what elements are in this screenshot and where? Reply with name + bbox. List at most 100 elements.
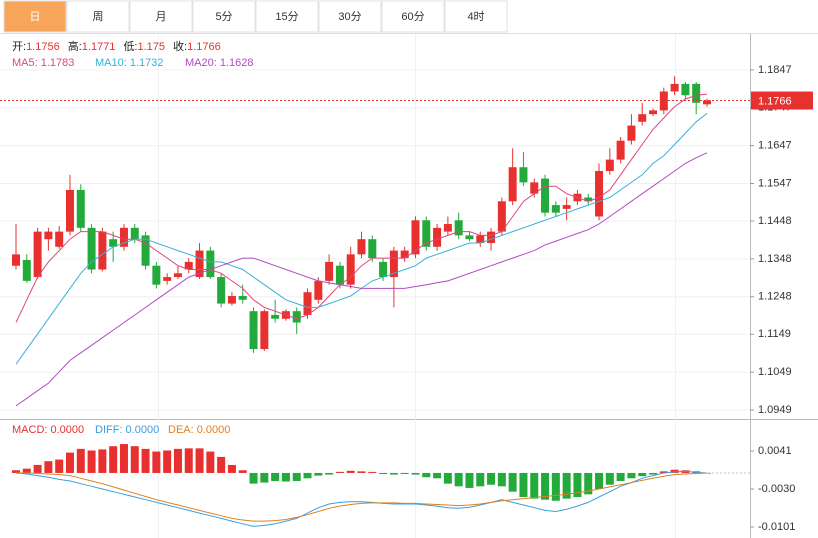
candle-body <box>389 250 398 278</box>
legend-entry: MACD: 0.0000 <box>12 424 84 436</box>
candle-body <box>400 250 409 259</box>
candle-body <box>530 182 539 194</box>
candle-body <box>692 83 701 103</box>
indicator-line <box>15 152 708 407</box>
macd-bar <box>33 464 42 473</box>
info-label: 开: <box>12 41 26 53</box>
macd-bar <box>530 472 539 499</box>
tab[interactable] <box>3 0 67 33</box>
y-tick-label: 0.0041 <box>758 445 792 457</box>
macd-bar <box>217 456 226 473</box>
info-value: 1.1756 <box>26 41 60 53</box>
candle-body <box>163 277 172 281</box>
macd-bar <box>141 448 150 473</box>
y-tick-label: -0.0030 <box>758 483 795 495</box>
macd-bar <box>400 472 409 475</box>
y-tick-label: 1.1348 <box>758 253 792 265</box>
y-tick-label: 1.1448 <box>758 215 792 227</box>
indicator-line <box>15 93 708 323</box>
candle-body <box>195 250 204 278</box>
tab-label[interactable]: 15分 <box>275 10 298 23</box>
candle-body <box>271 314 280 319</box>
macd-bar <box>649 472 658 475</box>
info-label: 高: <box>68 39 82 53</box>
macd-bar <box>605 472 614 485</box>
ohlc-info: 开:1.1756 高:1.1771 低:1.175 收:1.1766 <box>12 39 221 53</box>
candle-body <box>184 261 193 270</box>
candle-body <box>87 227 96 270</box>
candle-body <box>551 205 560 213</box>
tab[interactable] <box>381 0 445 33</box>
indicator-line <box>15 470 708 527</box>
candle-body <box>422 220 431 247</box>
candle-body <box>519 167 528 183</box>
macd-bar <box>76 448 85 473</box>
candle-body <box>206 250 215 278</box>
macd-bar <box>670 469 679 473</box>
y-tick-label: 1.1647 <box>758 140 792 152</box>
macd-bar <box>584 472 593 495</box>
candle-body <box>411 220 420 255</box>
legend-entry: DIFF: 0.0000 <box>95 424 159 436</box>
info-label: 收: <box>173 39 187 53</box>
macd-bar <box>260 472 269 483</box>
tab[interactable] <box>255 0 319 33</box>
candle-body <box>454 220 463 236</box>
legend-entry: DEA: 0.0000 <box>168 424 230 436</box>
macd-bar <box>627 472 636 479</box>
candle-body <box>670 83 679 92</box>
candle-body <box>487 231 496 243</box>
macd-bar <box>195 448 204 473</box>
candle-body <box>508 167 517 202</box>
macd-bar <box>411 472 420 475</box>
candle-body <box>152 265 161 285</box>
macd-bar <box>281 472 290 482</box>
macd-bar <box>65 452 74 473</box>
tab-label[interactable]: 30分 <box>338 10 361 23</box>
info-value: 1.1771 <box>82 41 116 53</box>
macd-bar <box>22 468 31 473</box>
legend-entry: MA5: 1.1783 <box>12 57 74 69</box>
macd-bar <box>335 471 344 473</box>
tab-label[interactable]: 周 <box>93 10 104 23</box>
macd-bar <box>119 444 128 473</box>
tab-label[interactable]: 日 <box>30 11 41 23</box>
tab[interactable] <box>192 0 256 33</box>
candle-body <box>605 159 614 172</box>
tab[interactable] <box>66 0 130 33</box>
candle-body <box>249 311 258 350</box>
candle-body <box>627 125 636 141</box>
indicator-line <box>16 472 708 522</box>
macd-bar <box>573 472 582 498</box>
tab[interactable] <box>444 0 508 33</box>
candle-body <box>368 239 377 259</box>
macd-bar <box>130 446 139 473</box>
candle-body <box>346 254 355 285</box>
macd-bar <box>551 472 560 501</box>
macd-bar <box>541 472 550 500</box>
candle-body <box>119 227 128 247</box>
tab-label[interactable]: 4时 <box>467 10 484 23</box>
candle-body <box>638 114 647 122</box>
candle-body <box>303 292 312 315</box>
tab-label[interactable]: 月 <box>156 11 167 23</box>
candle-body <box>141 235 150 266</box>
macd-bar <box>487 472 496 485</box>
macd-bar <box>443 472 452 484</box>
macd-bar <box>595 472 604 489</box>
y-tick-label: -0.0101 <box>758 521 795 533</box>
candle-body <box>433 227 442 247</box>
macd-bar <box>249 472 258 484</box>
candle-body <box>238 296 247 300</box>
tab[interactable] <box>129 0 193 33</box>
candle-body <box>357 239 366 255</box>
macd-bar <box>87 450 96 473</box>
candle-body <box>681 83 690 96</box>
candle-body <box>22 260 31 281</box>
legend-entry: MA20: 1.1628 <box>185 57 254 69</box>
candle-body <box>55 231 64 247</box>
tab-label[interactable]: 5分 <box>215 10 232 23</box>
tab[interactable] <box>318 0 382 33</box>
tab-label[interactable]: 60分 <box>401 10 424 23</box>
macd-bar <box>271 472 280 481</box>
